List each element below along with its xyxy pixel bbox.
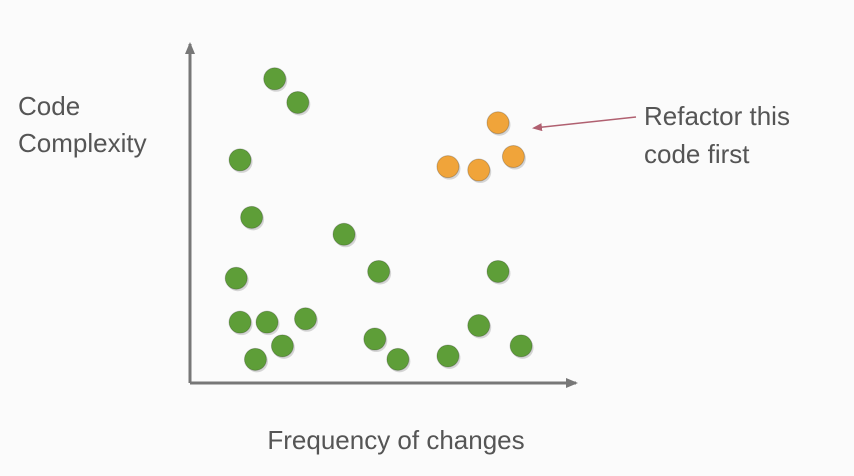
point [240, 205, 264, 229]
point [367, 259, 391, 283]
point [332, 222, 356, 246]
point [467, 314, 491, 338]
point [386, 347, 410, 371]
point [436, 155, 460, 179]
annotation-arrow [532, 116, 637, 132]
point [243, 347, 267, 371]
y-label: Complexity [18, 128, 147, 158]
annotation: code first [644, 139, 750, 169]
point [294, 307, 317, 331]
point [486, 111, 510, 135]
point [486, 259, 510, 283]
annotation: Refactor this [644, 101, 790, 131]
x-label: Frequency of changes [267, 425, 524, 455]
point [270, 334, 294, 358]
point [467, 158, 491, 182]
point [228, 310, 252, 334]
point [224, 266, 248, 290]
point [286, 90, 310, 114]
point [255, 310, 279, 334]
point [509, 334, 533, 358]
y-label: Code [18, 91, 80, 121]
point [228, 148, 252, 172]
point [501, 145, 525, 169]
point [363, 327, 387, 351]
point [436, 344, 460, 368]
point [263, 67, 287, 91]
